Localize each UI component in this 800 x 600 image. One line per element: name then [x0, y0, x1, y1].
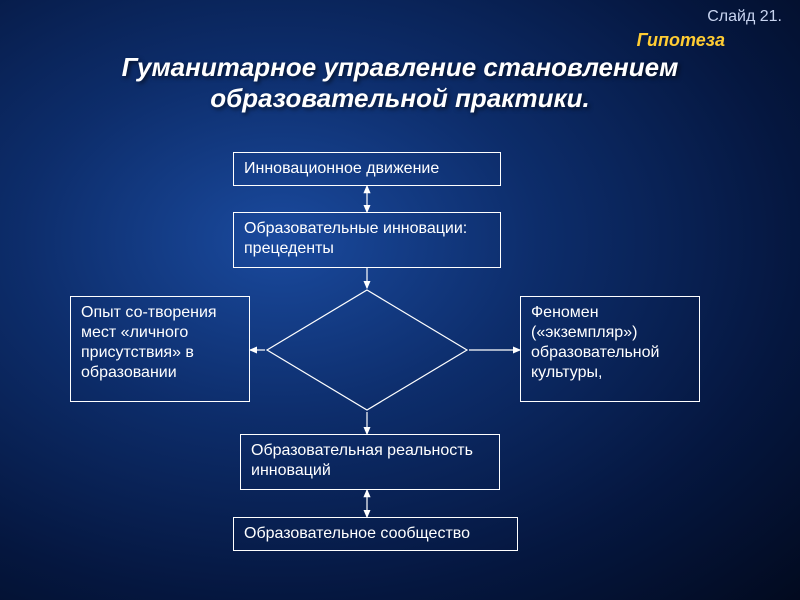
hypothesis-label: Гипотеза — [637, 30, 725, 51]
node-n2: Образовательные инновации: прецеденты — [233, 212, 501, 268]
node-n1: Инновационное движение — [233, 152, 501, 186]
node-n4: Феномен («экземпляр») образовательной ку… — [520, 296, 700, 402]
node-n6: Образовательное сообщество — [233, 517, 518, 551]
slide-number: Слайд 21. — [707, 8, 782, 26]
slide-title: Гуманитарное управление становлением обр… — [0, 52, 800, 114]
diamond-shape — [267, 290, 467, 410]
node-n5: Образовательная реальность инноваций — [240, 434, 500, 490]
node-n3: Опыт со-творения мест «личного присутств… — [70, 296, 250, 402]
